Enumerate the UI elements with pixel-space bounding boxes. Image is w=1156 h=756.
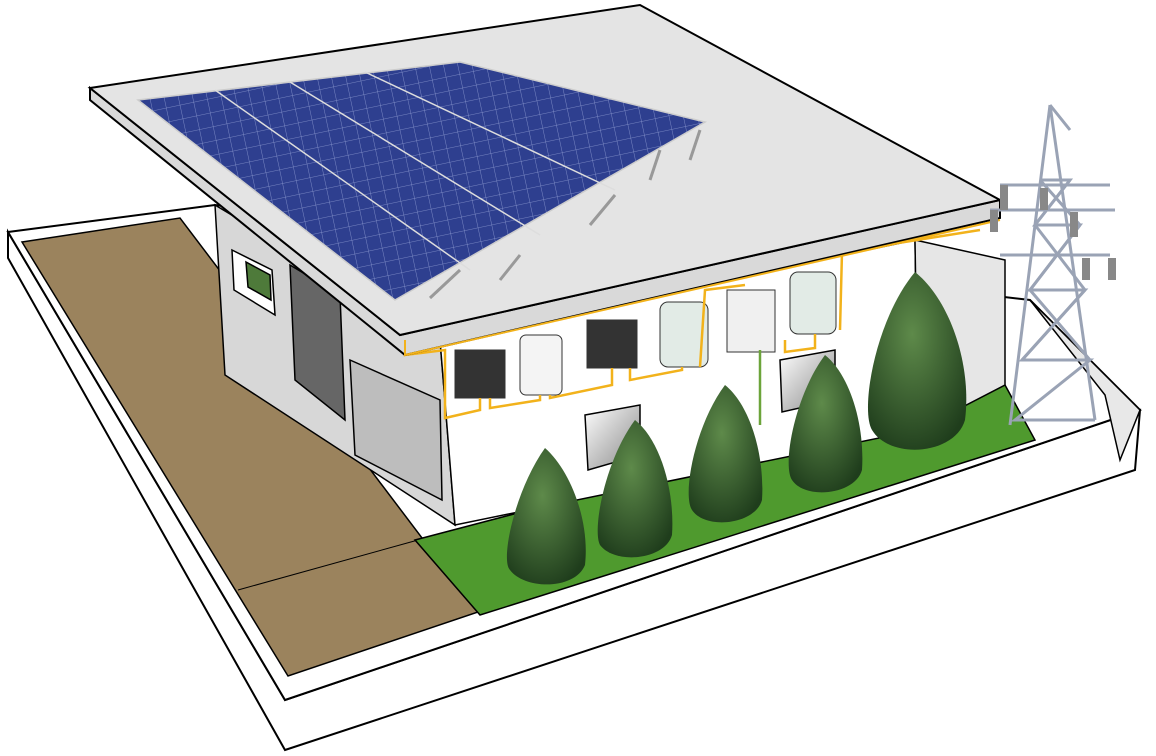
equipment [454,271,837,399]
path-joint [237,539,419,591]
power-tower [990,104,1115,426]
roof-wire [404,219,1001,357]
insulators [990,185,1116,280]
solar-panels [136,61,707,301]
trees [506,272,967,585]
